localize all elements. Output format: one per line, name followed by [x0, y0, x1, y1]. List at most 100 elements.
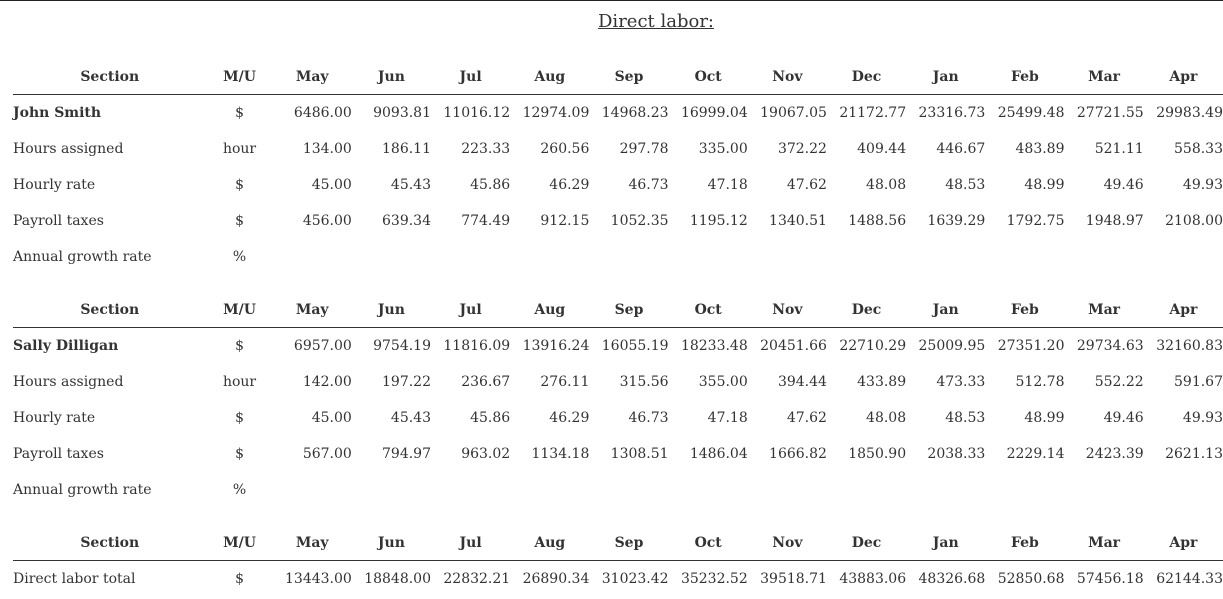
value-cell: 13443.00	[285, 571, 352, 587]
value-cell	[985, 239, 1064, 275]
header-month: Apr	[1143, 526, 1223, 561]
table-body: Direct labor total $13443.00 18848.00 22832…	[13, 561, 1223, 598]
value-cell: 134.00	[302, 141, 352, 157]
header-month: Oct	[668, 293, 748, 328]
value-cell: 1639.29	[927, 213, 986, 229]
value-cell: 47.62	[786, 177, 827, 193]
table-row: Annual growth rate%	[13, 239, 1223, 275]
value-cell	[273, 239, 352, 275]
value-cell	[352, 472, 431, 508]
row-label: John Smith	[13, 105, 102, 121]
value-cell: 1488.56	[848, 213, 907, 229]
row-label: Hourly rate	[13, 410, 96, 426]
table-header: Section M/U May Jun Jul Aug Sep Oct Nov Dec Jan Feb…	[13, 293, 1223, 328]
value-cell	[906, 472, 985, 508]
value-cell: 46.73	[628, 177, 669, 193]
header-month: Aug	[510, 293, 590, 328]
value-cell: 27721.55	[1076, 105, 1144, 121]
value-cell: 46.29	[549, 177, 590, 193]
value-cell: 6957.00	[293, 338, 352, 354]
value-cell: 552.22	[1094, 374, 1144, 390]
direct-labor-total-table: Section M/U May Jun Jul Aug Sep Oct Nov Dec Jan Feb…	[13, 526, 1223, 597]
value-cell	[669, 472, 748, 508]
value-cell: 48.08	[866, 177, 907, 193]
value-cell: 43883.06	[839, 571, 907, 587]
header-month: Oct	[668, 526, 748, 561]
value-cell	[1065, 239, 1144, 275]
value-cell: 521.11	[1094, 141, 1144, 157]
value-cell: 6486.00	[293, 105, 352, 121]
value-cell: 11816.09	[443, 338, 511, 354]
header-section: Section	[13, 293, 207, 328]
value-cell: 13916.24	[522, 338, 590, 354]
value-cell: 39518.71	[760, 571, 827, 587]
value-cell: 16055.19	[601, 338, 669, 354]
header-month: Jun	[351, 526, 431, 561]
table-row: Annual growth rate%	[13, 472, 1223, 508]
value-cell: 9093.81	[373, 105, 431, 121]
value-cell: 335.00	[698, 141, 748, 157]
value-cell: 49.46	[1103, 177, 1144, 193]
value-cell: 639.34	[382, 213, 431, 229]
value-cell: 2229.14	[1006, 446, 1065, 462]
value-cell: 48.99	[1024, 177, 1065, 193]
value-cell: 46.73	[628, 410, 669, 426]
value-cell	[748, 472, 827, 508]
header-month: Aug	[510, 526, 590, 561]
header-month: Apr	[1143, 293, 1223, 328]
value-cell: 1850.90	[848, 446, 907, 462]
table-row: Hours assigned hour 142.00 197.22 236.67 276.…	[13, 364, 1223, 400]
value-cell: 18848.00	[364, 571, 431, 587]
value-cell: 2108.00	[1165, 213, 1223, 229]
value-cell: 1195.12	[689, 213, 748, 229]
value-cell: 35232.52	[680, 571, 748, 587]
header-unit: M/U	[206, 293, 273, 328]
header-month: Sep	[589, 526, 669, 561]
value-cell: 14968.23	[601, 105, 669, 121]
value-cell: 45.86	[470, 410, 511, 426]
value-cell: 186.11	[382, 141, 431, 157]
value-cell	[510, 239, 589, 275]
table-body: Sally Dilligan $6957.00 9754.19 11816.09 139…	[13, 328, 1223, 509]
value-cell: 29734.63	[1076, 338, 1144, 354]
value-cell: 11016.12	[443, 105, 511, 121]
value-cell: 27351.20	[997, 338, 1065, 354]
value-cell: 774.49	[461, 213, 511, 229]
value-cell: 1134.18	[531, 446, 590, 462]
value-cell: 45.86	[470, 177, 511, 193]
value-cell: 25009.95	[918, 338, 986, 354]
header-unit: M/U	[206, 526, 273, 561]
value-cell: 2038.33	[927, 446, 986, 462]
value-cell: 558.33	[1174, 141, 1223, 157]
value-cell: 45.00	[311, 177, 352, 193]
row-label: Payroll taxes	[13, 213, 104, 229]
value-cell	[352, 239, 431, 275]
value-cell	[827, 239, 906, 275]
sally-dilligan-table: Section M/U May Jun Jul Aug Sep Oct Nov Dec Jan Feb…	[13, 293, 1223, 508]
value-cell	[510, 472, 589, 508]
value-cell: 276.11	[540, 374, 590, 390]
value-cell: 1052.35	[610, 213, 669, 229]
header-month: Jul	[431, 293, 511, 328]
value-cell: 794.97	[382, 446, 431, 462]
value-cell: 20451.66	[760, 338, 827, 354]
value-cell: 394.44	[777, 374, 827, 390]
value-cell: 567.00	[302, 446, 352, 462]
value-cell: 48.53	[945, 410, 986, 426]
value-cell: 26890.34	[522, 571, 590, 587]
value-cell: 12974.09	[522, 105, 590, 121]
header-month: Jul	[431, 60, 511, 95]
table-header: Section M/U May Jun Jul Aug Sep Oct Nov Dec Jan Feb…	[13, 526, 1223, 561]
value-cell: 446.67	[936, 141, 986, 157]
row-unit: $	[235, 338, 244, 354]
value-cell: 22710.29	[839, 338, 907, 354]
value-cell	[273, 472, 352, 508]
row-label: Hourly rate	[13, 177, 96, 193]
value-cell: 49.46	[1103, 410, 1144, 426]
value-cell: 9754.19	[373, 338, 431, 354]
value-cell	[1144, 472, 1223, 508]
value-cell	[827, 472, 906, 508]
value-cell: 22832.21	[443, 571, 511, 587]
value-cell	[1065, 472, 1144, 508]
header-month: Jan	[906, 293, 986, 328]
